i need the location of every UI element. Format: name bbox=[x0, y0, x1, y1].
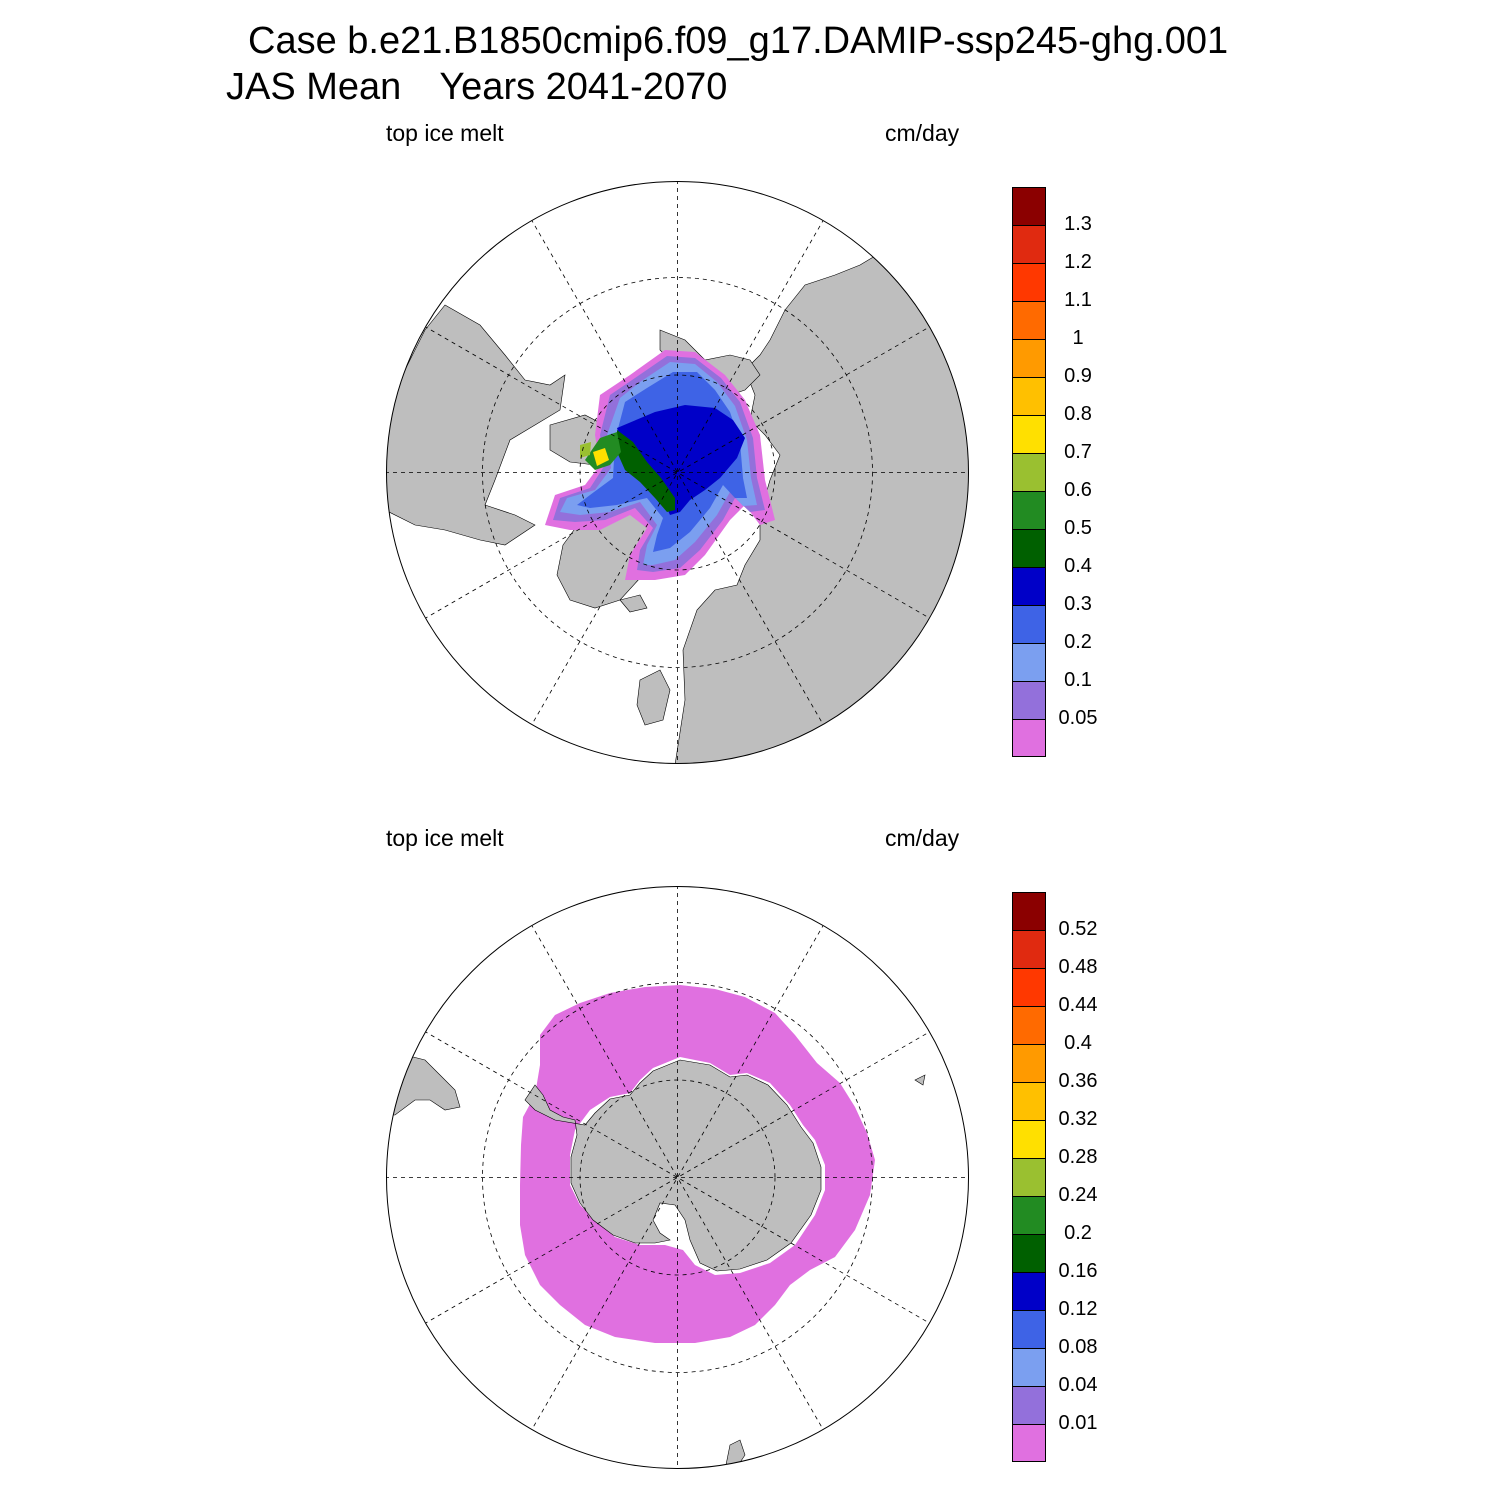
colorbar-segment bbox=[1012, 605, 1046, 643]
colorbar-segment bbox=[1012, 567, 1046, 605]
colorbar-segment bbox=[1012, 225, 1046, 263]
antarctic-colorbar bbox=[1012, 892, 1046, 1462]
north-america-land bbox=[386, 304, 566, 546]
svalbard-land bbox=[619, 594, 648, 613]
colorbar-tick-label: 0.04 bbox=[1058, 1374, 1098, 1396]
melt-0.7-band bbox=[593, 448, 609, 466]
melt-0.4-band bbox=[617, 430, 675, 512]
colorbar-tick-label: 0.4 bbox=[1064, 1032, 1092, 1054]
colorbar-segment bbox=[1012, 681, 1046, 719]
colorbar-tick-label: 0.52 bbox=[1058, 918, 1098, 940]
colorbar-segment bbox=[1012, 301, 1046, 339]
colorbar-segment bbox=[1012, 1158, 1046, 1196]
colorbar-segment bbox=[1012, 1272, 1046, 1310]
arctic-colorbar bbox=[1012, 187, 1046, 757]
colorbar-tick-label: 0.05 bbox=[1058, 707, 1098, 729]
colorbar-tick-label: 0.08 bbox=[1058, 1336, 1098, 1358]
colorbar-segment bbox=[1012, 1310, 1046, 1348]
colorbar-segment bbox=[1012, 1082, 1046, 1120]
arctic-variable-label: top ice melt bbox=[386, 120, 504, 146]
colorbar-segment bbox=[1012, 719, 1046, 757]
colorbar-tick-label: 0.4 bbox=[1064, 555, 1092, 577]
season-label: JAS Mean bbox=[226, 66, 402, 108]
colorbar-tick-label: 0.24 bbox=[1058, 1184, 1098, 1206]
colorbar-segment bbox=[1012, 453, 1046, 491]
antarctic-polar-map bbox=[386, 886, 969, 1469]
colorbar-segment bbox=[1012, 1234, 1046, 1272]
colorbar-tick-label: 0.1 bbox=[1064, 669, 1092, 691]
colorbar-segment bbox=[1012, 643, 1046, 681]
colorbar-frame bbox=[1012, 892, 1046, 1462]
colorbar-tick-label: 0.7 bbox=[1064, 441, 1092, 463]
figure-title-line2: JAS Mean Years 2041-2070 bbox=[226, 66, 727, 109]
colorbar-segment bbox=[1012, 968, 1046, 1006]
colorbar-tick-label: 0.44 bbox=[1058, 994, 1098, 1016]
colorbar-segment bbox=[1012, 1120, 1046, 1158]
colorbar-segment bbox=[1012, 339, 1046, 377]
colorbar-segment bbox=[1012, 377, 1046, 415]
colorbar-segment bbox=[1012, 930, 1046, 968]
figure-title-line1: Case b.e21.B1850cmip6.f09_g17.DAMIP-ssp2… bbox=[248, 20, 1229, 62]
colorbar-tick-label: 1.3 bbox=[1064, 213, 1092, 235]
arctic-graticule bbox=[386, 181, 969, 764]
colorbar-tick-label: 0.36 bbox=[1058, 1070, 1098, 1092]
colorbar-tick-label: 0.32 bbox=[1058, 1108, 1098, 1130]
colorbar-tick-label: 1.2 bbox=[1064, 251, 1092, 273]
arctic-units-label: cm/day bbox=[885, 120, 960, 146]
colorbar-tick-label: 1.1 bbox=[1064, 289, 1092, 311]
colorbar-segment bbox=[1012, 1006, 1046, 1044]
colorbar-tick-label: 0.2 bbox=[1064, 631, 1092, 653]
colorbar-tick-label: 0.28 bbox=[1058, 1146, 1098, 1168]
colorbar-tick-label: 0.16 bbox=[1058, 1260, 1098, 1282]
years-label: Years 2041-2070 bbox=[439, 66, 728, 108]
colorbar-tick-label: 0.12 bbox=[1058, 1298, 1098, 1320]
africa-tip-land bbox=[914, 1074, 926, 1086]
colorbar-segment bbox=[1012, 1044, 1046, 1082]
colorbar-segment bbox=[1012, 1196, 1046, 1234]
colorbar-tick-label: 0.5 bbox=[1064, 517, 1092, 539]
melt-0.3-band bbox=[617, 405, 745, 515]
colorbar-tick-label: 0.3 bbox=[1064, 593, 1092, 615]
colorbar-segment bbox=[1012, 415, 1046, 453]
colorbar-segment bbox=[1012, 491, 1046, 529]
antarctic-graticule bbox=[386, 886, 969, 1469]
antarctica-land bbox=[524, 1059, 822, 1272]
colorbar-segment bbox=[1012, 529, 1046, 567]
antarctic-variable-label: top ice melt bbox=[386, 825, 504, 851]
colorbar-segment bbox=[1012, 187, 1046, 225]
colorbar-tick-label: 0.6 bbox=[1064, 479, 1092, 501]
colorbar-tick-label: 1 bbox=[1072, 327, 1084, 349]
colorbar-tick-label: 0.2 bbox=[1064, 1222, 1092, 1244]
colorbar-tick-label: 0.01 bbox=[1058, 1412, 1098, 1434]
colorbar-segment bbox=[1012, 1424, 1046, 1462]
colorbar-segment bbox=[1012, 263, 1046, 301]
colorbar-tick-label: 0.8 bbox=[1064, 403, 1092, 425]
melt-0.6-band bbox=[580, 442, 591, 458]
uk-land bbox=[636, 669, 671, 726]
colorbar-frame bbox=[1012, 187, 1046, 757]
antarctic-sea-ice bbox=[520, 985, 875, 1343]
colorbar-segment bbox=[1012, 1348, 1046, 1386]
antarctic-units-label: cm/day bbox=[885, 825, 960, 851]
colorbar-tick-label: 0.9 bbox=[1064, 365, 1092, 387]
arctic-polar-map bbox=[386, 181, 969, 764]
colorbar-tick-label: 0.48 bbox=[1058, 956, 1098, 978]
colorbar-segment bbox=[1012, 1386, 1046, 1424]
